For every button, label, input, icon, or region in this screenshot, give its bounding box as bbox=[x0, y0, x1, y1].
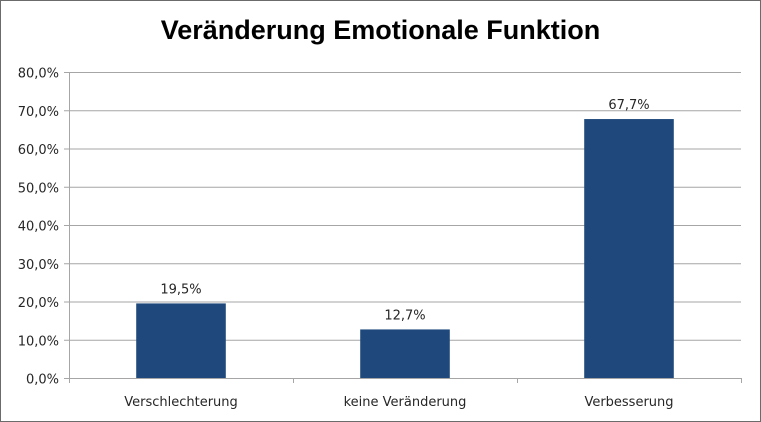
x-tick-label: Verschlechterung bbox=[124, 395, 238, 410]
y-tick-label: 80,0% bbox=[18, 67, 59, 82]
x-tick-label: keine Veränderung bbox=[344, 395, 467, 410]
y-tick-label: 0,0% bbox=[26, 373, 59, 388]
bar bbox=[136, 303, 226, 378]
bar bbox=[584, 119, 674, 379]
x-tick-label: Verbesserung bbox=[584, 395, 673, 410]
bar bbox=[360, 329, 450, 378]
y-tick-label: 10,0% bbox=[18, 334, 59, 349]
y-tick-label: 30,0% bbox=[18, 258, 59, 273]
y-tick-label: 70,0% bbox=[18, 105, 59, 120]
y-tick-label: 20,0% bbox=[18, 296, 59, 311]
data-label: 19,5% bbox=[160, 282, 201, 297]
chart-title: Veränderung Emotionale Funktion bbox=[160, 15, 601, 45]
y-tick-label: 40,0% bbox=[18, 220, 59, 235]
data-label: 67,7% bbox=[608, 98, 649, 113]
y-tick-label: 60,0% bbox=[18, 143, 59, 158]
data-label: 12,7% bbox=[384, 308, 425, 323]
y-tick-label: 50,0% bbox=[18, 181, 59, 196]
